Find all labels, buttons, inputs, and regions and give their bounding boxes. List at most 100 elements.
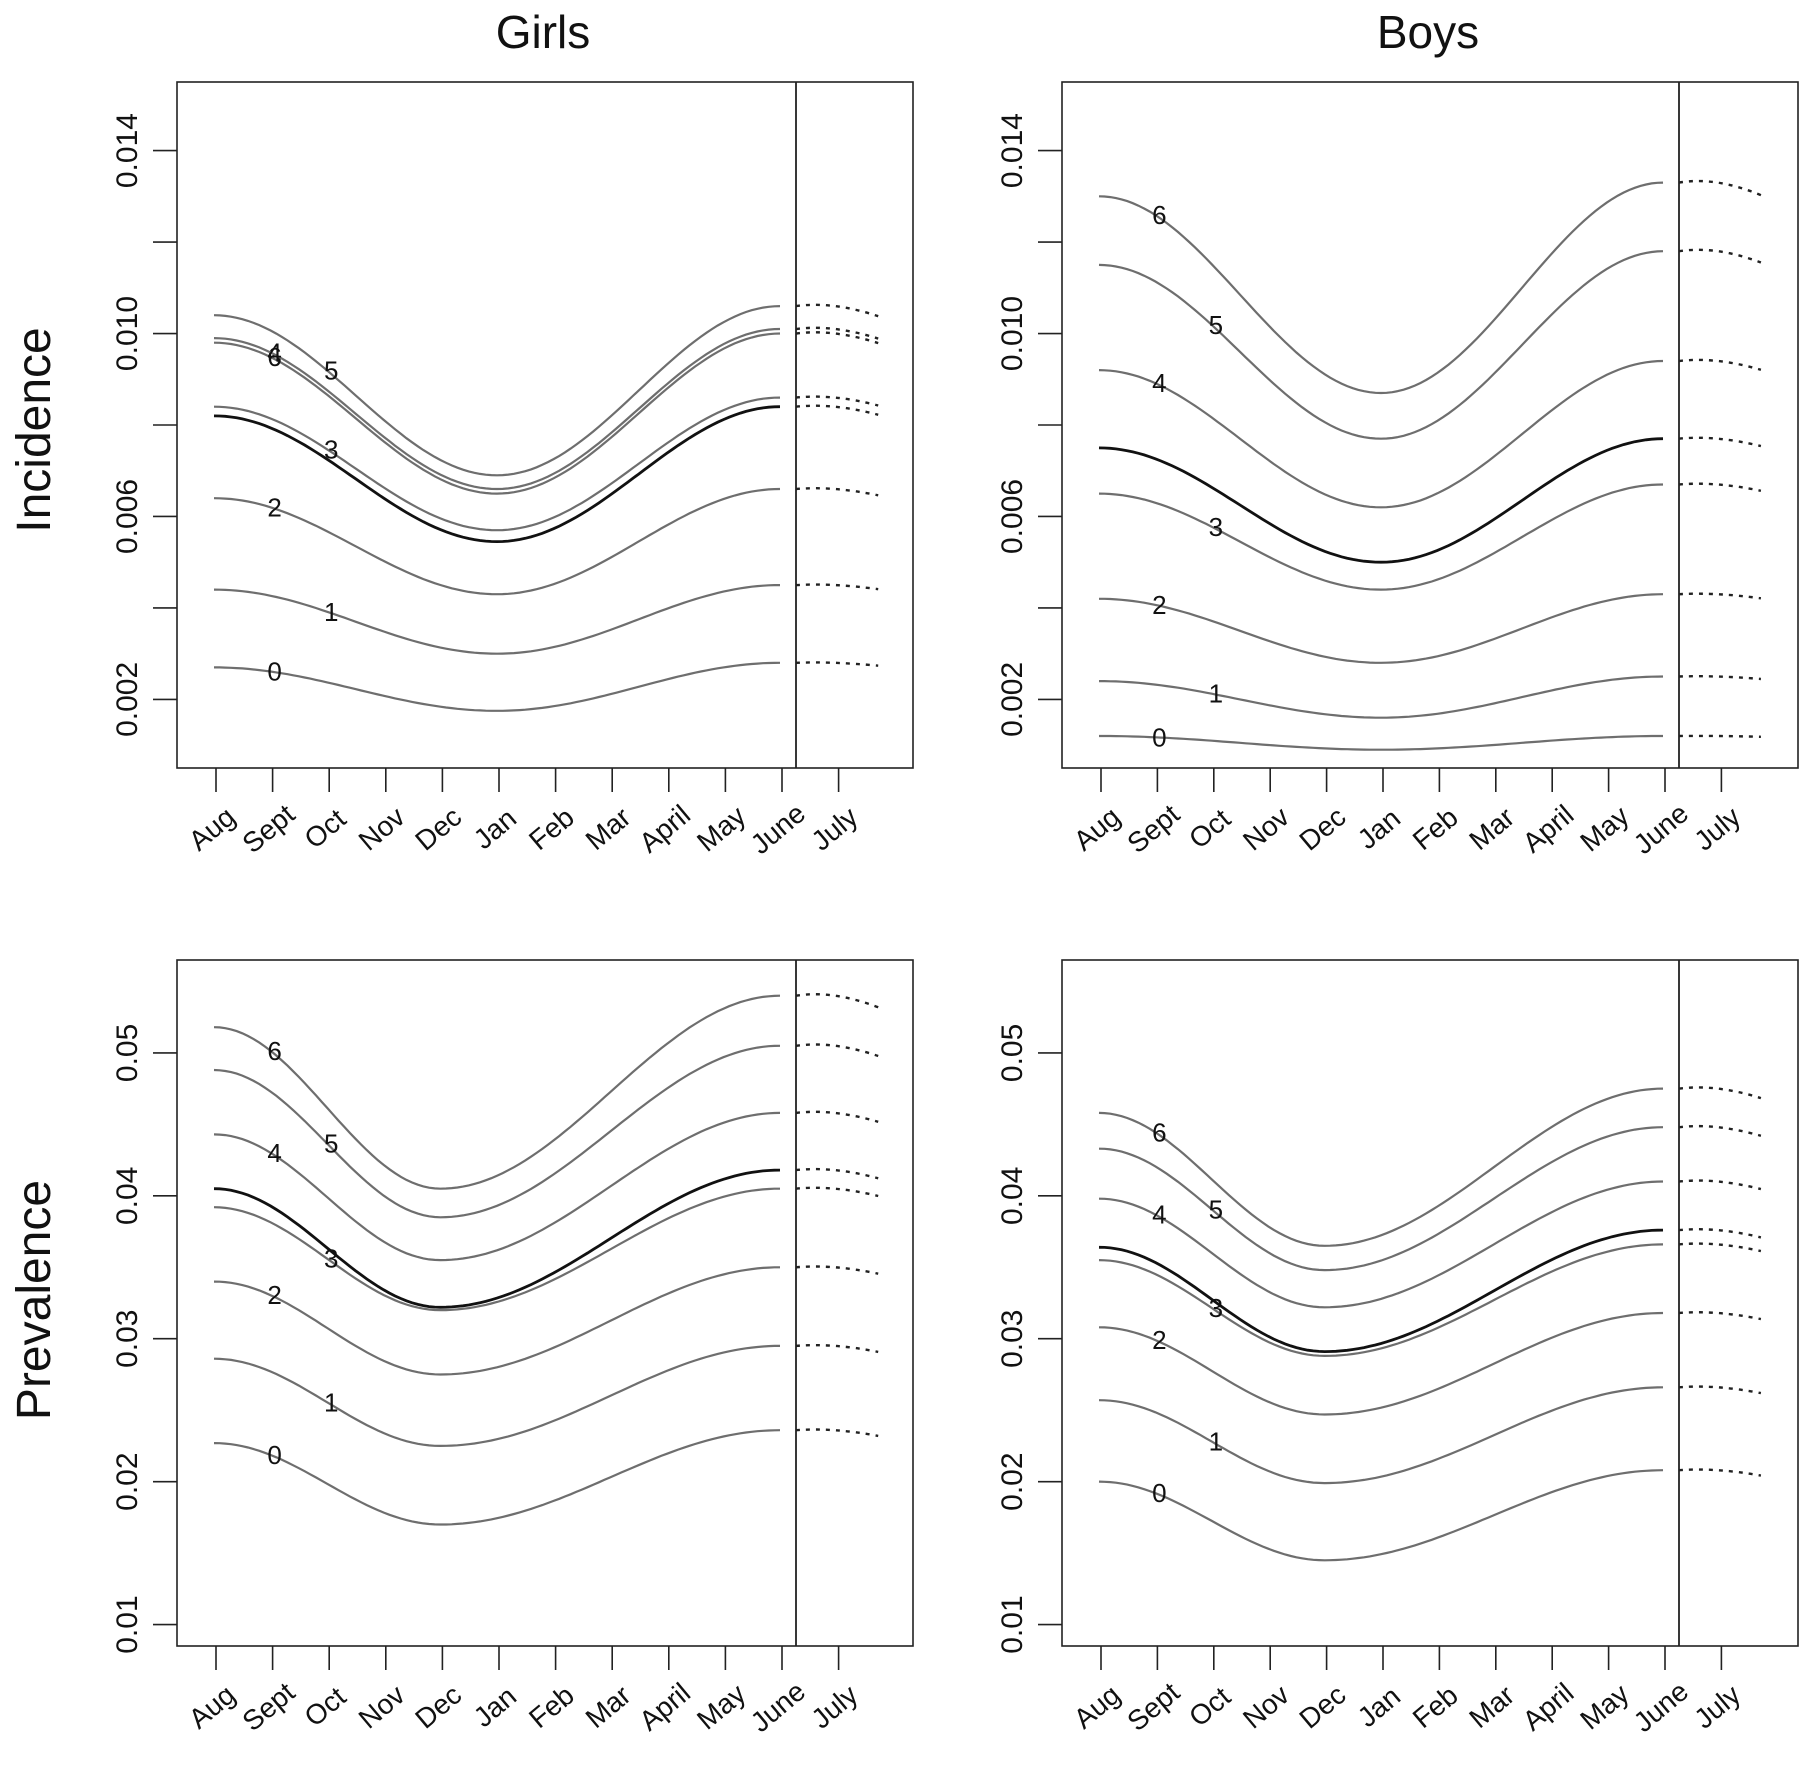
x-tick-label: Jan [468,802,523,855]
series-forecast-dotted [1678,1311,1762,1321]
series-line [213,584,780,655]
x-tick-label: July [1688,1679,1746,1735]
series-line [213,1044,781,1219]
series-line [1098,1243,1664,1358]
y-tick-label: 0.002 [996,662,1029,737]
series-line [1098,359,1664,509]
x-tick-label: June [1628,1675,1694,1738]
series-label: 2 [1152,590,1166,620]
x-tick-label: Nov [353,1679,411,1735]
series-forecast-dotted [795,993,879,1009]
x-tick-label: Feb [1407,1679,1464,1734]
series-forecast-dotted [795,1428,879,1438]
x-tick-label: Dec [1293,1679,1351,1735]
series-forecast-dotted [795,661,879,667]
series-line [213,305,781,477]
series-forecast-dotted [1678,248,1762,264]
x-tick-label: June [745,1675,811,1738]
y-tick-label: 0.014 [111,113,144,188]
series-forecast-dotted [1678,179,1762,197]
series-label: 0 [1152,1478,1166,1508]
series-line [1099,675,1664,719]
plot-frame [176,959,914,1647]
x-tick-label: May [691,800,751,858]
y-tick-label: 0.03 [111,1310,144,1368]
x-tick-label: Jan [1352,1680,1407,1733]
series-line [1098,1386,1664,1485]
y-tick-label: 0.02 [111,1452,144,1510]
series-forecast-dotted [795,303,879,318]
x-tick-label: Nov [1237,1679,1295,1735]
series-label: 5 [324,356,338,386]
series-forecast-dotted [795,487,879,497]
x-tick-label: Aug [183,1679,241,1735]
series-line [213,396,781,532]
y-tick-label: 0.02 [996,1452,1029,1510]
x-tick-label: April [1517,799,1580,859]
x-tick-label: Aug [1068,801,1126,857]
x-tick-label: Oct [1183,1681,1236,1733]
series-label: 1 [1209,679,1223,709]
series-forecast-dotted [1678,1228,1762,1239]
x-tick-label: Sept [1121,1676,1185,1737]
series-forecast-dotted [795,1265,879,1275]
series-line [213,994,781,1190]
x-tick-label: Nov [353,801,411,857]
series-label: 5 [1209,310,1223,340]
x-tick-label: Jan [1352,802,1407,855]
y-tick-label: 0.05 [996,1024,1029,1082]
series-forecast-dotted [1678,482,1762,492]
x-tick-label: Mar [1463,801,1520,856]
series-label: 0 [267,657,281,687]
series-label: 1 [1209,1427,1223,1457]
x-tick-label: April [633,799,696,859]
y-tick-label: 0.03 [996,1310,1029,1368]
series-line [213,487,781,596]
series-line [1098,1228,1664,1354]
x-tick-label: Dec [1293,801,1351,857]
x-tick-label: Sept [236,1676,300,1737]
x-tick-label: Feb [523,1679,580,1734]
series-forecast-dotted [1678,1468,1762,1477]
x-tick-label: Sept [236,798,300,859]
series-forecast-dotted [1678,734,1761,738]
series-line [1098,1311,1664,1416]
series-label: 3 [324,1244,338,1274]
series-line [213,1187,780,1312]
x-tick-label: Oct [298,1681,351,1733]
y-tick-label: 0.010 [111,296,144,371]
series-forecast-dotted [795,1167,879,1180]
y-tick-label: 0.04 [996,1167,1029,1225]
x-tick-label: Mar [1463,1679,1520,1734]
series-line [213,1111,781,1262]
x-tick-label: June [745,797,811,860]
y-tick-label: 0.04 [111,1167,144,1225]
column-title-boys: Boys [1377,6,1479,58]
row-title-prevalence: Prevalence [8,1180,61,1420]
series-forecast-dotted [1678,358,1762,371]
series-forecast-dotted [795,583,879,591]
x-tick-label: Jan [468,1680,523,1733]
series-line [213,1266,780,1376]
x-tick-label: Dec [409,801,467,857]
column-title-girls: Girls [496,6,591,58]
x-tick-label: Oct [298,803,351,855]
series-line [213,1168,781,1309]
series-line [213,327,781,491]
series-label: 3 [324,434,338,464]
series-forecast-dotted [795,395,879,407]
series-forecast-dotted [1678,592,1762,600]
series-line [213,1344,780,1448]
y-tick-label: 0.014 [996,113,1029,188]
series-label: 1 [324,1387,338,1417]
x-tick-label: Feb [1407,801,1464,856]
x-tick-label: May [1574,800,1634,858]
x-tick-label: Aug [183,801,241,857]
series-forecast-dotted [1678,675,1761,681]
x-tick-label: Feb [523,801,580,856]
series-line [213,1429,781,1526]
plot-frame [1061,959,1799,1647]
x-tick-label: Mar [580,1679,637,1734]
series-label: 2 [1152,1325,1166,1355]
series-label: 2 [267,492,281,522]
